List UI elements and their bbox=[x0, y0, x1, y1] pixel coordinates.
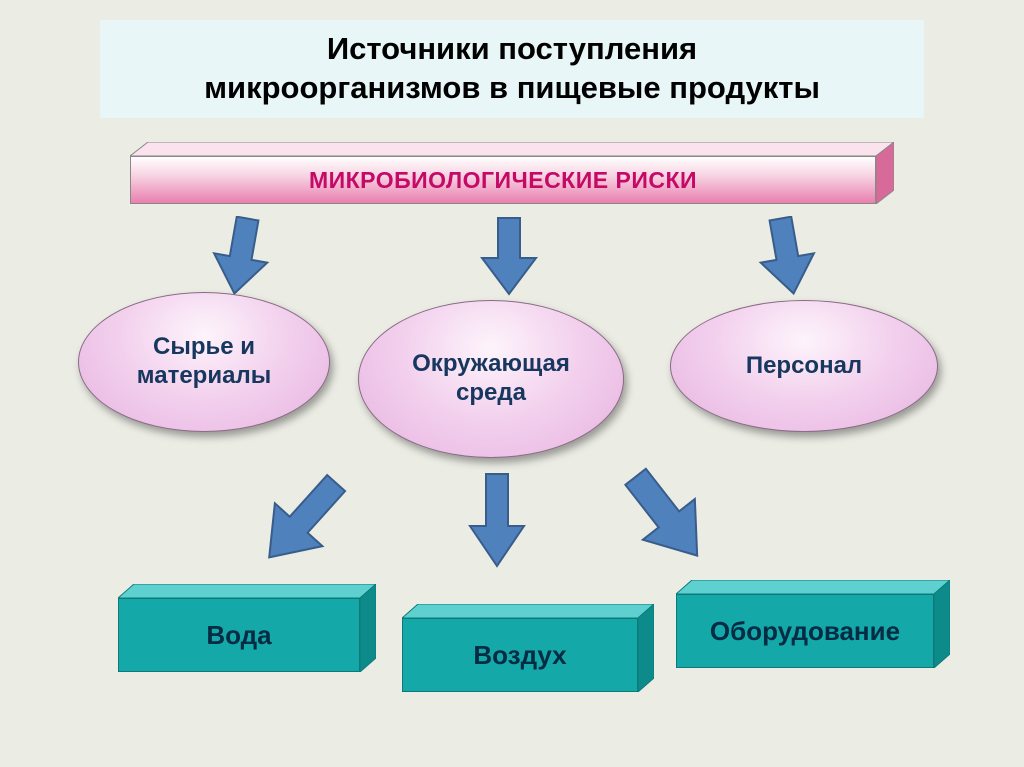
arrow-down-4 bbox=[252, 466, 352, 576]
title-line2: микроорганизмов в пищевые продукты bbox=[204, 70, 820, 105]
arrow-down-2 bbox=[478, 216, 540, 296]
arrow-down-3 bbox=[756, 216, 818, 296]
arrow-down-5 bbox=[462, 470, 532, 570]
box-equipment: Оборудование bbox=[676, 580, 950, 668]
box-label-0: Вода bbox=[206, 620, 271, 651]
ellipse-label-0: Сырье и материалы bbox=[104, 333, 304, 391]
ellipse-personnel: Персонал bbox=[670, 300, 938, 432]
slide-title: Источники поступления микроорганизмов в … bbox=[100, 20, 924, 118]
title-line1: Источники поступления bbox=[327, 31, 697, 66]
root-bar-label: МИКРОБИОЛОГИЧЕСКИЕ РИСКИ bbox=[309, 167, 697, 194]
root-bar: МИКРОБИОЛОГИЧЕСКИЕ РИСКИ bbox=[130, 142, 894, 216]
box-water: Вода bbox=[118, 584, 376, 672]
ellipse-label-2: Персонал bbox=[746, 352, 862, 381]
box-air: Воздух bbox=[402, 604, 654, 692]
ellipse-label-1: Окружающая среда bbox=[384, 350, 598, 408]
ellipse-raw-materials: Сырье и материалы bbox=[78, 292, 330, 432]
box-label-1: Воздух bbox=[473, 640, 566, 671]
box-label-2: Оборудование bbox=[710, 616, 900, 647]
ellipse-environment: Окружающая среда bbox=[358, 300, 624, 458]
arrow-down-6 bbox=[612, 462, 722, 572]
arrow-down-1 bbox=[210, 216, 272, 296]
